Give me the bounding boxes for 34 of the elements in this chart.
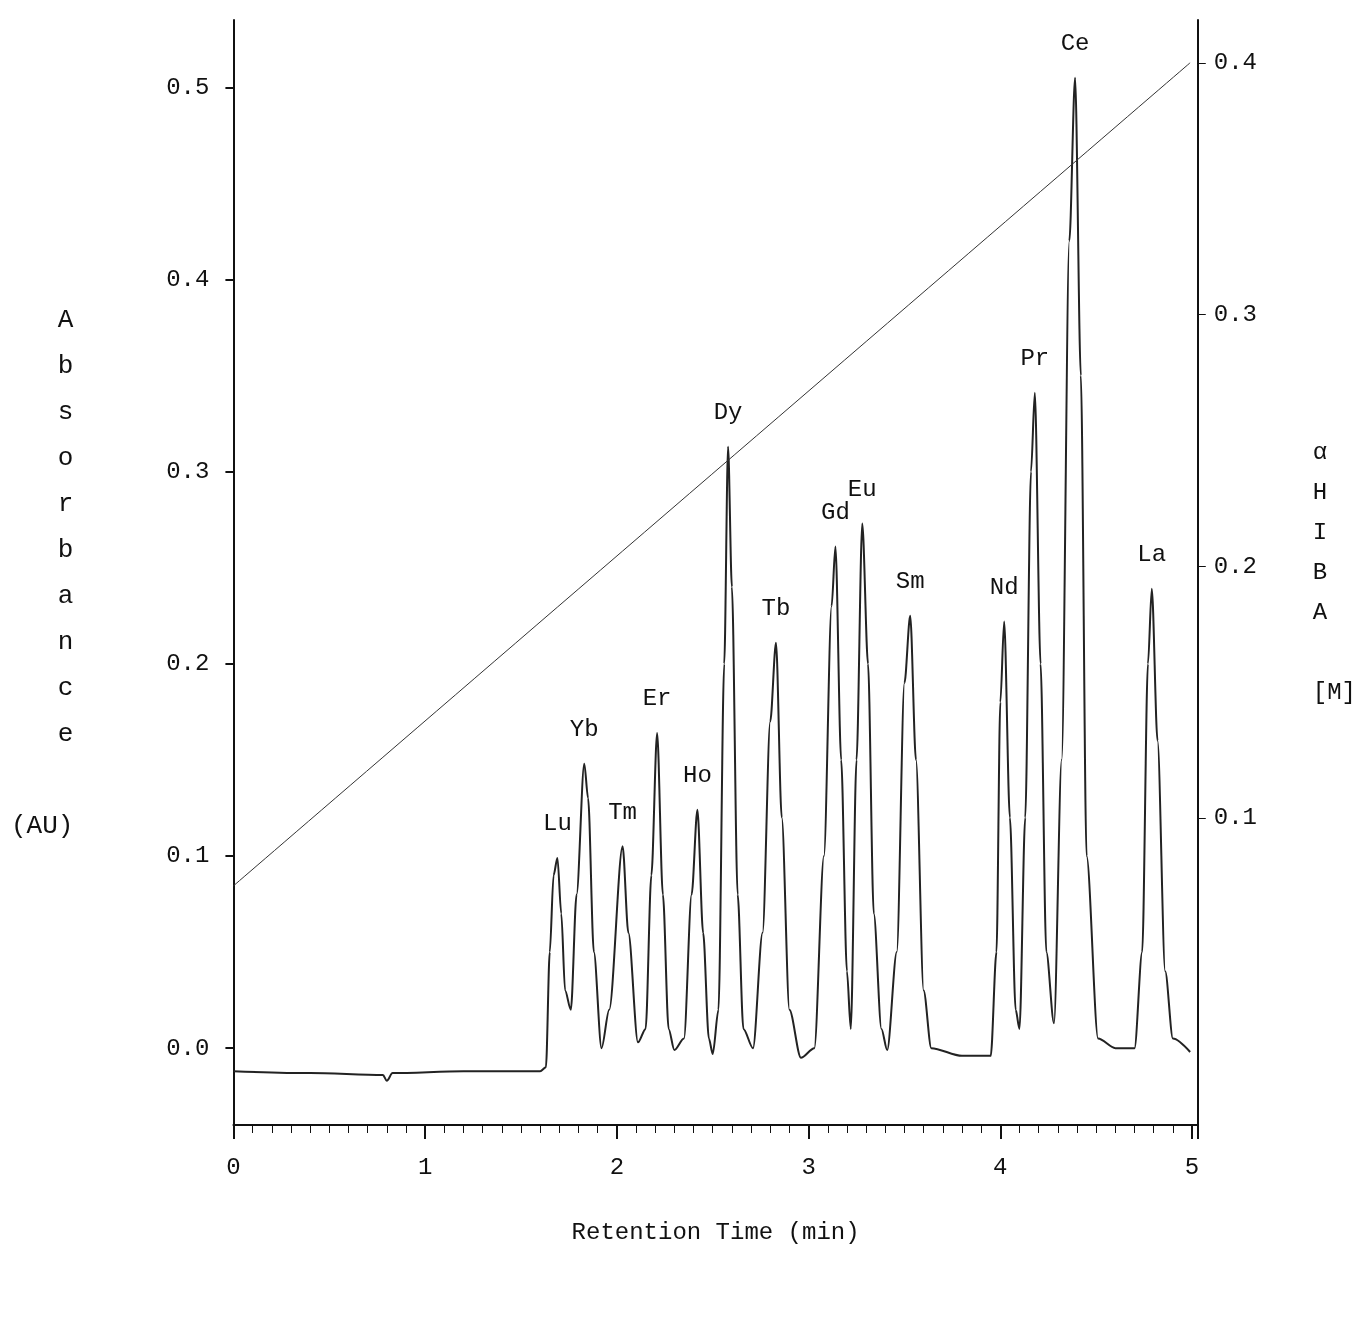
annotation: Ho [682, 762, 712, 790]
x-tick-label: 4 [993, 1153, 1008, 1181]
annotation: Nd [989, 574, 1019, 601]
annotation: Ce [1060, 30, 1090, 58]
y2-tick-label: 0.3 [1213, 301, 1258, 328]
annotation: Lu [543, 810, 572, 838]
annotation: Sm [895, 568, 925, 596]
x-tick-label: 3 [801, 1153, 816, 1181]
line-series [232, 76, 1192, 1082]
y-tick-label: 0.2 [166, 650, 210, 678]
text: αHIBA [M] [1312, 439, 1357, 706]
x-tick-label: 0 [226, 1153, 241, 1181]
y-tick-label: 0.1 [166, 842, 210, 870]
x-tick-label: 1 [417, 1153, 433, 1181]
y-tick-label: 0.4 [166, 265, 210, 293]
annotation: Pr [1020, 345, 1050, 373]
annotation: Dy [713, 399, 743, 427]
y-tick-label: 0.3 [166, 458, 210, 486]
x-axis-title: Retention Time (min) [571, 1218, 860, 1246]
annotation: Tm [608, 798, 638, 826]
annotation: Er [642, 685, 672, 713]
annotation: La [1137, 541, 1167, 569]
annotation: Tb [761, 595, 791, 623]
y2-tick-label: 0.2 [1213, 552, 1258, 580]
x-tick-label: 5 [1184, 1153, 1200, 1181]
y-tick-label: 0.0 [166, 1034, 210, 1062]
y-tick-label: 0.5 [166, 73, 210, 101]
y2-tick-label: 0.1 [1213, 804, 1258, 832]
annotation: Yb [569, 716, 599, 744]
y2-tick-label: 0.4 [1213, 49, 1258, 77]
annotation: Gd [821, 499, 850, 527]
annotation: Eu [847, 476, 877, 503]
text: Absorbance (AU) [10, 304, 74, 841]
x-tick-label: 2 [609, 1153, 625, 1181]
